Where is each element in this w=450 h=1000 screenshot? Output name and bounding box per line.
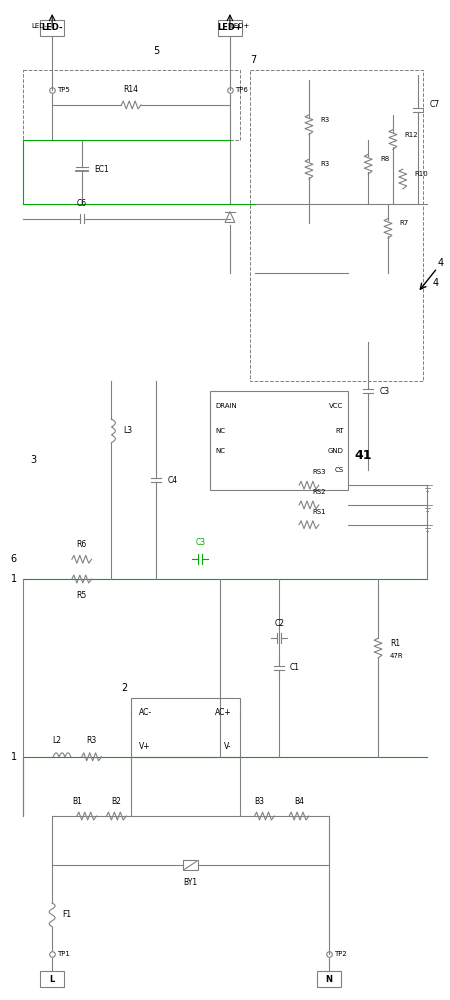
Text: R8: R8 <box>380 156 389 162</box>
Text: 2: 2 <box>122 683 127 693</box>
Text: V+: V+ <box>139 742 151 751</box>
Text: 6: 6 <box>11 554 17 564</box>
Text: L: L <box>50 975 55 984</box>
Text: R10: R10 <box>414 171 428 177</box>
Text: TP1: TP1 <box>57 951 70 957</box>
Text: R7: R7 <box>400 220 409 226</box>
Text: VCC: VCC <box>329 403 343 409</box>
Bar <box>210 391 348 490</box>
Bar <box>40 20 64 36</box>
Text: 1: 1 <box>11 574 17 584</box>
Text: R1: R1 <box>390 639 400 648</box>
Text: TP6: TP6 <box>235 87 248 93</box>
Text: C3: C3 <box>380 387 390 396</box>
Text: 7: 7 <box>250 55 256 65</box>
Bar <box>183 860 198 870</box>
Text: C6: C6 <box>77 199 87 208</box>
Text: 3: 3 <box>31 455 36 465</box>
Text: LED+: LED+ <box>217 23 243 32</box>
Text: R3: R3 <box>321 161 330 167</box>
Text: RT: RT <box>335 428 343 434</box>
Bar <box>131 698 240 757</box>
Text: C2: C2 <box>274 619 284 628</box>
Text: AC-: AC- <box>139 708 152 717</box>
Text: L2: L2 <box>53 736 62 745</box>
Text: 5: 5 <box>153 46 159 56</box>
Text: TP2: TP2 <box>333 951 346 957</box>
Text: LED-: LED- <box>41 23 63 32</box>
Text: NC: NC <box>215 448 225 454</box>
Text: RS2: RS2 <box>312 489 326 495</box>
Text: B4: B4 <box>294 797 304 806</box>
Text: V-: V- <box>225 742 232 751</box>
Text: 4: 4 <box>432 278 439 288</box>
Bar <box>40 971 64 987</box>
Bar <box>317 971 341 987</box>
Bar <box>250 70 423 381</box>
Text: 47R: 47R <box>390 653 404 659</box>
Text: NC: NC <box>215 428 225 434</box>
Text: RS3: RS3 <box>312 469 326 475</box>
Text: CS: CS <box>334 467 343 473</box>
Bar <box>218 20 242 36</box>
Text: R5: R5 <box>76 591 87 600</box>
Text: R6: R6 <box>76 540 87 549</box>
Text: 4: 4 <box>437 258 443 268</box>
Text: B2: B2 <box>112 797 122 806</box>
Text: DRAIN: DRAIN <box>215 403 237 409</box>
Text: R12: R12 <box>405 132 418 138</box>
Text: LED+: LED+ <box>230 23 249 29</box>
Text: R3: R3 <box>86 736 97 745</box>
Text: LED-: LED- <box>32 23 47 29</box>
Text: R3: R3 <box>321 117 330 123</box>
Text: AC+: AC+ <box>215 708 232 717</box>
Text: C3: C3 <box>195 538 205 547</box>
Text: C4: C4 <box>168 476 178 485</box>
Text: B1: B1 <box>72 797 82 806</box>
Text: C7: C7 <box>429 100 440 109</box>
Text: TP5: TP5 <box>57 87 70 93</box>
Text: N: N <box>325 975 332 984</box>
Text: 1: 1 <box>11 752 17 762</box>
Text: C1: C1 <box>289 663 299 672</box>
Text: RS1: RS1 <box>312 509 326 515</box>
Text: L3: L3 <box>123 426 132 435</box>
Text: EC1: EC1 <box>94 165 109 174</box>
Text: R14: R14 <box>124 85 139 94</box>
Bar <box>22 70 240 140</box>
Text: BY1: BY1 <box>183 878 198 887</box>
Text: F1: F1 <box>62 910 71 919</box>
Text: 41: 41 <box>355 449 372 462</box>
Text: GND: GND <box>328 448 343 454</box>
Text: B3: B3 <box>255 797 265 806</box>
